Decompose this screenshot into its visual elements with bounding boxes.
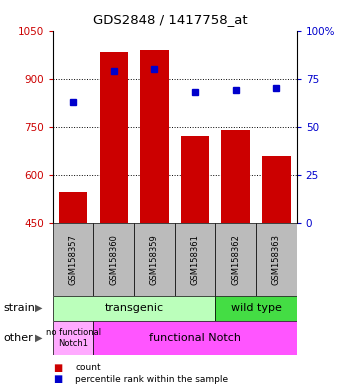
- Bar: [140, 50, 169, 223]
- FancyBboxPatch shape: [216, 296, 297, 321]
- FancyBboxPatch shape: [256, 223, 297, 296]
- FancyBboxPatch shape: [53, 296, 216, 321]
- Text: GSM158357: GSM158357: [69, 234, 78, 285]
- Text: transgenic: transgenic: [105, 303, 164, 313]
- Text: GSM158359: GSM158359: [150, 234, 159, 285]
- FancyBboxPatch shape: [175, 223, 216, 296]
- Text: GSM158363: GSM158363: [272, 234, 281, 285]
- Text: no functional
Notch1: no functional Notch1: [46, 328, 101, 348]
- FancyBboxPatch shape: [53, 223, 93, 296]
- Text: wild type: wild type: [231, 303, 281, 313]
- FancyBboxPatch shape: [134, 223, 175, 296]
- Text: GSM158362: GSM158362: [231, 234, 240, 285]
- Bar: [59, 192, 87, 223]
- Text: ■: ■: [53, 374, 62, 384]
- Text: count: count: [75, 363, 101, 372]
- Text: GSM158360: GSM158360: [109, 234, 118, 285]
- Text: GDS2848 / 1417758_at: GDS2848 / 1417758_at: [93, 13, 248, 26]
- Bar: [181, 136, 209, 223]
- Text: ▶: ▶: [35, 333, 43, 343]
- Text: GSM158361: GSM158361: [191, 234, 199, 285]
- FancyBboxPatch shape: [216, 223, 256, 296]
- Text: ▶: ▶: [35, 303, 43, 313]
- Bar: [100, 51, 128, 223]
- Bar: [222, 130, 250, 223]
- FancyBboxPatch shape: [93, 321, 297, 355]
- Text: other: other: [3, 333, 33, 343]
- Text: percentile rank within the sample: percentile rank within the sample: [75, 374, 228, 384]
- Text: strain: strain: [3, 303, 35, 313]
- Bar: [262, 156, 291, 223]
- FancyBboxPatch shape: [53, 321, 93, 355]
- Text: functional Notch: functional Notch: [149, 333, 241, 343]
- FancyBboxPatch shape: [93, 223, 134, 296]
- Text: ■: ■: [53, 363, 62, 373]
